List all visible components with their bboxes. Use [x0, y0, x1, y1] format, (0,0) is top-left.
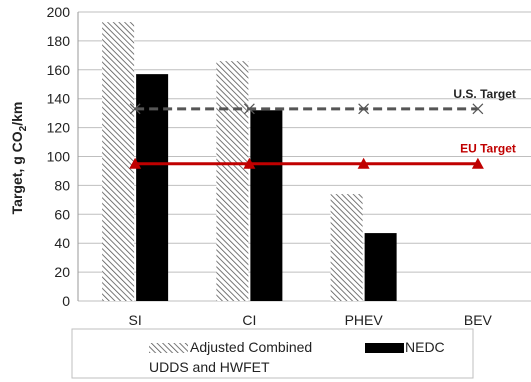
- bar-adjusted-phev: [330, 194, 363, 301]
- legend-label-adjusted-line2: UDDS and HWFET: [149, 359, 270, 375]
- eu-target-marker: [243, 157, 256, 169]
- y-tick-label: 100: [47, 149, 71, 165]
- u-s-target-label: U.S. Target: [453, 87, 515, 101]
- legend-swatch-adjusted: [149, 343, 188, 353]
- y-axis-label: Target, g CO2/km: [9, 102, 29, 215]
- legend-box: [71, 328, 474, 379]
- x-tick-labels: SI CI PHEV BEV: [129, 312, 493, 328]
- bar-adjusted-ci: [216, 61, 249, 301]
- y-tick-label: 140: [47, 91, 71, 107]
- x-tick-label: PHEV: [345, 312, 384, 328]
- target-lines: U.S. Target EU Target: [129, 87, 516, 169]
- x-tick-label: BEV: [464, 312, 493, 328]
- u-s-target-marker: [129, 103, 141, 115]
- y-tick-label: 160: [47, 62, 71, 78]
- eu-target-marker: [129, 157, 142, 169]
- y-tick-label: 120: [47, 120, 71, 136]
- y-tick-label: 60: [54, 206, 70, 222]
- y-tick-label: 180: [47, 33, 71, 49]
- y-tick-label: 0: [62, 293, 70, 309]
- u-s-target-marker: [243, 103, 255, 115]
- y-tick-label: 80: [54, 177, 70, 193]
- legend: Adjusted Combined UDDS and HWFET NEDC: [71, 328, 474, 379]
- y-tick-label: 40: [54, 235, 70, 251]
- bar-nedc-ci: [250, 110, 283, 301]
- legend-label-adjusted-line1: Adjusted Combined: [190, 339, 312, 355]
- bar-nedc-phev: [364, 233, 397, 301]
- y-tick-labels: 0 20 40 60 80 100 120 140 160 180 200: [47, 4, 71, 309]
- y-tick-label: 20: [54, 264, 70, 280]
- bar-nedc-si: [136, 74, 169, 301]
- legend-label-nedc: NEDC: [405, 339, 445, 355]
- legend-swatch-nedc: [365, 343, 404, 353]
- y-tick-label: 200: [47, 4, 71, 20]
- x-tick-label: CI: [242, 312, 256, 328]
- eu-target-marker: [357, 157, 370, 169]
- eu-target-marker: [471, 157, 484, 169]
- bar-adjusted-si: [102, 22, 135, 302]
- u-s-target-marker: [472, 103, 484, 115]
- u-s-target-marker: [358, 103, 370, 115]
- bars: [102, 22, 397, 302]
- eu-target-label: EU Target: [460, 142, 516, 156]
- x-tick-label: SI: [129, 312, 142, 328]
